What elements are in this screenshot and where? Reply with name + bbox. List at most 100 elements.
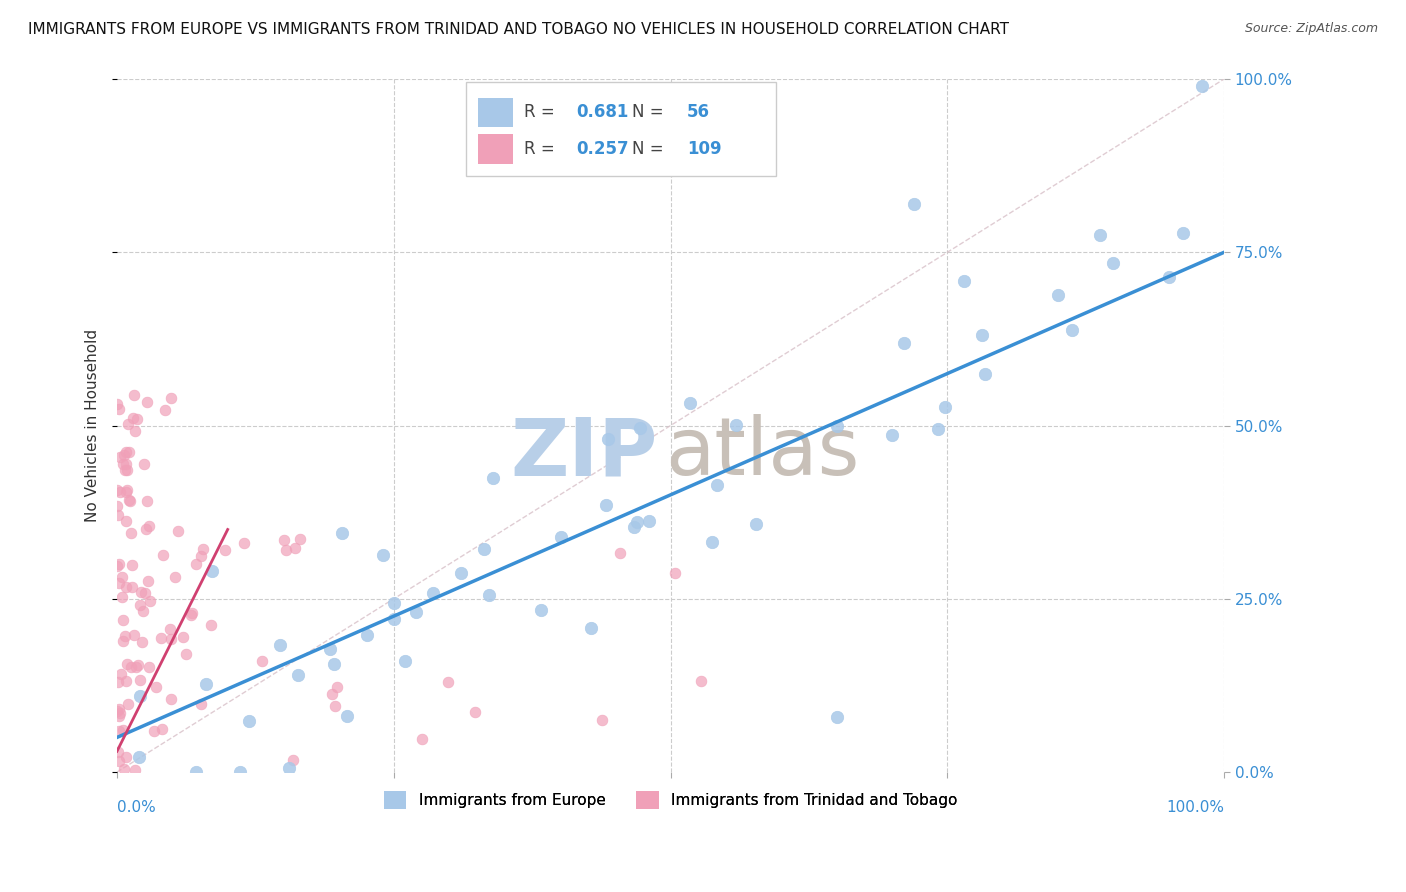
Text: atlas: atlas: [665, 414, 859, 492]
Point: [184, 765, 207, 780]
Point: [138, 660, 160, 674]
Point: [1062, 323, 1084, 337]
Point: [112, 762, 135, 776]
Point: [581, 621, 603, 635]
Point: [114, 629, 136, 643]
Point: [150, 723, 173, 737]
Point: [105, 483, 128, 497]
Point: [128, 599, 150, 613]
Point: [115, 750, 138, 764]
Point: [1191, 78, 1213, 93]
Point: [274, 543, 297, 558]
Point: [107, 508, 129, 522]
Point: [229, 765, 252, 780]
Point: [277, 761, 299, 775]
Point: [1088, 227, 1111, 242]
Point: [172, 630, 194, 644]
Point: [134, 458, 156, 472]
Point: [108, 450, 131, 464]
Point: [927, 422, 949, 436]
Point: [117, 697, 139, 711]
Point: [115, 515, 138, 529]
Point: [706, 478, 728, 492]
Point: [108, 723, 131, 738]
Point: [664, 566, 686, 580]
Point: [174, 647, 197, 661]
Point: [160, 391, 183, 405]
Point: [159, 622, 181, 636]
Text: IMMIGRANTS FROM EUROPE VS IMMIGRANTS FROM TRINIDAD AND TOBAGO NO VEHICLES IN HOU: IMMIGRANTS FROM EUROPE VS IMMIGRANTS FRO…: [28, 22, 1010, 37]
Point: [120, 660, 142, 674]
Point: [114, 463, 136, 477]
Point: [238, 714, 260, 729]
Point: [167, 524, 190, 539]
Point: [281, 753, 304, 767]
Point: [382, 596, 405, 610]
Point: [117, 444, 139, 458]
Point: [108, 401, 131, 416]
Point: [284, 541, 307, 556]
Point: [628, 421, 651, 435]
Point: [214, 542, 236, 557]
Point: [394, 654, 416, 668]
Point: [893, 336, 915, 351]
Text: 0.681: 0.681: [576, 103, 628, 121]
Point: [107, 575, 129, 590]
Point: [118, 493, 141, 508]
Text: 100.0%: 100.0%: [1166, 800, 1225, 814]
Point: [1102, 256, 1125, 270]
Point: [200, 618, 222, 632]
Text: 56: 56: [688, 103, 710, 121]
Point: [155, 402, 177, 417]
Point: [745, 516, 768, 531]
Point: [287, 668, 309, 682]
Point: [180, 606, 202, 620]
Point: [702, 535, 724, 549]
Point: [127, 411, 149, 425]
Point: [117, 417, 139, 431]
FancyBboxPatch shape: [478, 135, 513, 163]
Point: [108, 706, 131, 720]
Point: [135, 522, 157, 536]
Y-axis label: No Vehicles in Household: No Vehicles in Household: [86, 329, 100, 522]
Point: [105, 704, 128, 718]
Point: [1047, 287, 1070, 301]
Text: R =: R =: [524, 103, 561, 121]
Point: [128, 689, 150, 703]
Point: [880, 428, 903, 442]
Point: [128, 749, 150, 764]
Point: [464, 705, 486, 719]
Point: [111, 613, 134, 627]
Text: 109: 109: [688, 140, 721, 158]
Point: [114, 445, 136, 459]
Point: [474, 541, 496, 556]
Text: Source: ZipAtlas.com: Source: ZipAtlas.com: [1244, 22, 1378, 36]
Point: [323, 699, 346, 714]
Point: [190, 697, 212, 711]
Point: [591, 713, 613, 727]
Point: [127, 657, 149, 672]
Point: [111, 590, 134, 604]
Point: [129, 585, 152, 599]
Point: [970, 328, 993, 343]
Point: [200, 565, 222, 579]
Point: [121, 581, 143, 595]
Point: [149, 631, 172, 645]
Point: [184, 557, 207, 571]
Point: [121, 558, 143, 573]
Point: [110, 667, 132, 681]
Point: [159, 632, 181, 646]
FancyBboxPatch shape: [465, 82, 776, 176]
Point: [273, 533, 295, 548]
Point: [142, 724, 165, 739]
Point: [115, 483, 138, 497]
Point: [165, 570, 187, 584]
Point: [326, 680, 349, 694]
Point: [190, 549, 212, 564]
Point: [1157, 270, 1180, 285]
Point: [825, 419, 848, 434]
Point: [124, 424, 146, 438]
Point: [596, 432, 619, 446]
Point: [422, 586, 444, 600]
Text: N =: N =: [631, 103, 669, 121]
